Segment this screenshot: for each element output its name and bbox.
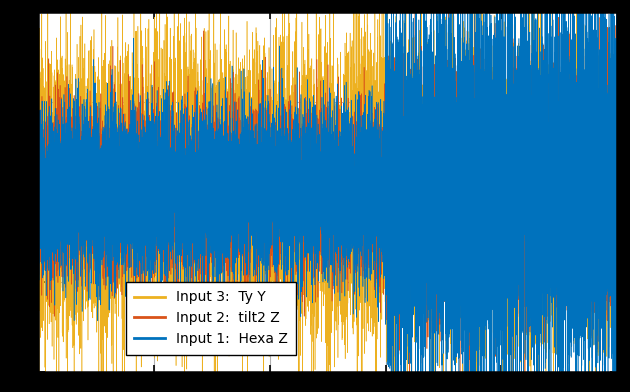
Input 1:  Hexa Z: (9e+03, 1): Hexa Z: (9e+03, 1)	[382, 9, 389, 14]
Input 2:  tilt2 Z: (9.57e+03, -0.0228): tilt2 Z: (9.57e+03, -0.0228)	[404, 194, 411, 198]
Input 1:  Hexa Z: (9.14e+03, -1): Hexa Z: (9.14e+03, -1)	[387, 370, 395, 375]
Input 3:  Ty Y: (6.75e+03, -0.865): Ty Y: (6.75e+03, -0.865)	[295, 346, 302, 350]
Input 3:  Ty Y: (1.5e+04, -0.263): Ty Y: (1.5e+04, -0.263)	[614, 237, 621, 242]
Input 1:  Hexa Z: (9.57e+03, -0.415): Hexa Z: (9.57e+03, -0.415)	[404, 265, 411, 269]
Input 2:  tilt2 Z: (1.35e+04, -0.244): tilt2 Z: (1.35e+04, -0.244)	[554, 234, 561, 238]
Input 1:  Hexa Z: (1.5e+04, 0.225): Hexa Z: (1.5e+04, 0.225)	[614, 149, 621, 154]
Input 2:  tilt2 Z: (0, 0.2): tilt2 Z: (0, 0.2)	[34, 154, 42, 158]
Input 3:  Ty Y: (1.5e+04, -0.208): Ty Y: (1.5e+04, -0.208)	[612, 227, 620, 232]
Input 3:  Ty Y: (9.57e+03, 0.487): Ty Y: (9.57e+03, 0.487)	[404, 102, 411, 107]
Input 2:  tilt2 Z: (1.5e+04, 0.531): tilt2 Z: (1.5e+04, 0.531)	[614, 94, 621, 99]
Input 2:  tilt2 Z: (1.06e+04, 1): tilt2 Z: (1.06e+04, 1)	[445, 9, 452, 14]
Input 2:  tilt2 Z: (1.3e+04, 0.0458): tilt2 Z: (1.3e+04, 0.0458)	[537, 181, 545, 186]
Input 1:  Hexa Z: (6.74e+03, -0.0555): Hexa Z: (6.74e+03, -0.0555)	[295, 200, 302, 205]
Line: Input 2:  tilt2 Z: Input 2: tilt2 Z	[38, 12, 617, 372]
Legend: Input 3:  Ty Y, Input 2:  tilt2 Z, Input 1:  Hexa Z: Input 3: Ty Y, Input 2: tilt2 Z, Input 1…	[126, 282, 296, 355]
Line: Input 3:  Ty Y: Input 3: Ty Y	[38, 12, 617, 372]
Input 1:  Hexa Z: (1.48e+04, -0.0301): Hexa Z: (1.48e+04, -0.0301)	[605, 195, 613, 200]
Input 1:  Hexa Z: (0, -0.232): Hexa Z: (0, -0.232)	[34, 232, 42, 236]
Input 3:  Ty Y: (31, -1): Ty Y: (31, -1)	[35, 370, 43, 375]
Input 3:  Ty Y: (1.48e+04, 0.507): Ty Y: (1.48e+04, 0.507)	[605, 98, 613, 103]
Input 2:  tilt2 Z: (6.74e+03, 0.148): tilt2 Z: (6.74e+03, 0.148)	[295, 163, 302, 168]
Input 3:  Ty Y: (259, 1): Ty Y: (259, 1)	[44, 9, 52, 14]
Input 1:  Hexa Z: (1.5e+04, -0.175): Hexa Z: (1.5e+04, -0.175)	[612, 221, 620, 226]
Input 1:  Hexa Z: (1.3e+04, 0.326): Hexa Z: (1.3e+04, 0.326)	[537, 131, 545, 136]
Input 3:  Ty Y: (0, -0.413): Ty Y: (0, -0.413)	[34, 264, 42, 269]
Input 2:  tilt2 Z: (1.5e+04, -0.0287): tilt2 Z: (1.5e+04, -0.0287)	[612, 195, 620, 200]
Input 2:  tilt2 Z: (9.48e+03, -1): tilt2 Z: (9.48e+03, -1)	[401, 370, 408, 375]
Input 3:  Ty Y: (1.3e+04, -0.224): Ty Y: (1.3e+04, -0.224)	[537, 230, 545, 235]
Input 1:  Hexa Z: (1.35e+04, -0.012): Hexa Z: (1.35e+04, -0.012)	[554, 192, 561, 197]
Input 3:  Ty Y: (1.35e+04, 0.613): Ty Y: (1.35e+04, 0.613)	[554, 79, 561, 84]
Input 2:  tilt2 Z: (1.48e+04, 0.224): tilt2 Z: (1.48e+04, 0.224)	[605, 149, 613, 154]
Line: Input 1:  Hexa Z: Input 1: Hexa Z	[38, 12, 617, 372]
